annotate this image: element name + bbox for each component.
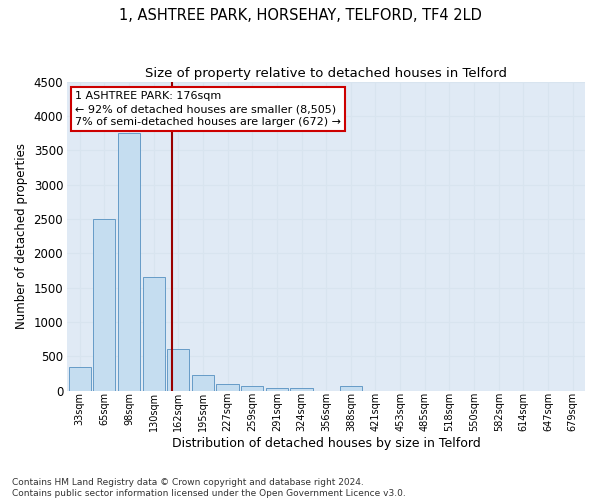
Bar [118,133,140,390]
Bar [192,376,214,390]
Bar [266,388,288,390]
Bar [340,386,362,390]
Title: Size of property relative to detached houses in Telford: Size of property relative to detached ho… [145,68,507,80]
X-axis label: Distribution of detached houses by size in Telford: Distribution of detached houses by size … [172,437,481,450]
Text: 1, ASHTREE PARK, HORSEHAY, TELFORD, TF4 2LD: 1, ASHTREE PARK, HORSEHAY, TELFORD, TF4 … [119,8,481,22]
Text: 1 ASHTREE PARK: 176sqm
← 92% of detached houses are smaller (8,505)
7% of semi-d: 1 ASHTREE PARK: 176sqm ← 92% of detached… [75,91,341,128]
Bar [290,388,313,390]
Bar [167,350,190,391]
Bar [68,366,91,390]
Bar [241,386,263,390]
Bar [93,219,115,390]
Bar [143,278,165,390]
Y-axis label: Number of detached properties: Number of detached properties [15,143,28,329]
Bar [217,384,239,390]
Text: Contains HM Land Registry data © Crown copyright and database right 2024.
Contai: Contains HM Land Registry data © Crown c… [12,478,406,498]
